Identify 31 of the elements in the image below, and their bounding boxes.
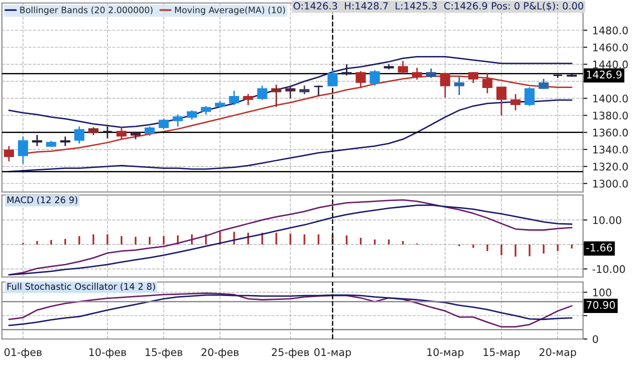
legend-label: Moving Average(MA) (10) — [175, 6, 285, 15]
y-tick-label: 1340.0 — [593, 146, 628, 154]
x-tick-label: 20-фев — [202, 348, 239, 358]
y-tick-label: 100 — [593, 288, 612, 296]
y-tick-label: 1440.0 — [593, 60, 628, 68]
annotation: 1426.9 — [586, 70, 622, 78]
y-tick-label: 10.00 — [593, 216, 622, 224]
y-tick-label: 0 — [592, 335, 598, 344]
x-tick-label: 10-фев — [89, 348, 126, 358]
x-tick-label: 01-фев — [4, 348, 42, 358]
y-tick-label: 1460.0 — [593, 43, 628, 52]
annotation: Pos: 0 P&L($): 0.00 — [492, 2, 584, 11]
x-tick-label: 20-мар — [540, 348, 576, 358]
x-tick-label: 25-фев — [272, 348, 309, 358]
y-tick-label: 1360.0 — [593, 128, 628, 137]
y-tick-label: 1380.0 — [593, 112, 628, 120]
legend-label: Bollinger Bands (20 2.000000) — [20, 6, 152, 15]
annotation: 70.90 — [586, 301, 615, 309]
y-tick-label: -10.00 — [592, 265, 625, 274]
x-tick-label: 01-мар — [314, 348, 351, 358]
x-tick-label: 15-фев — [146, 348, 182, 358]
y-tick-label: 1300.0 — [593, 180, 628, 188]
y-tick-label: 1320.0 — [593, 162, 628, 171]
y-tick-label: 1480.0 — [593, 26, 628, 34]
annotation: O:1426.3 H:1428.7 L:1425.3 C:1426.9 — [294, 2, 488, 10]
chart-title: MACD (12 26 9) — [7, 196, 78, 204]
chart-title: Full Stochastic Oscillator (14 2 8) — [7, 282, 155, 291]
x-tick-label: 10-мар — [427, 348, 464, 358]
y-tick-label: 1400.0 — [593, 94, 628, 102]
x-tick-label: 15-мар — [484, 348, 520, 358]
annotation: -1.66 — [586, 244, 612, 252]
